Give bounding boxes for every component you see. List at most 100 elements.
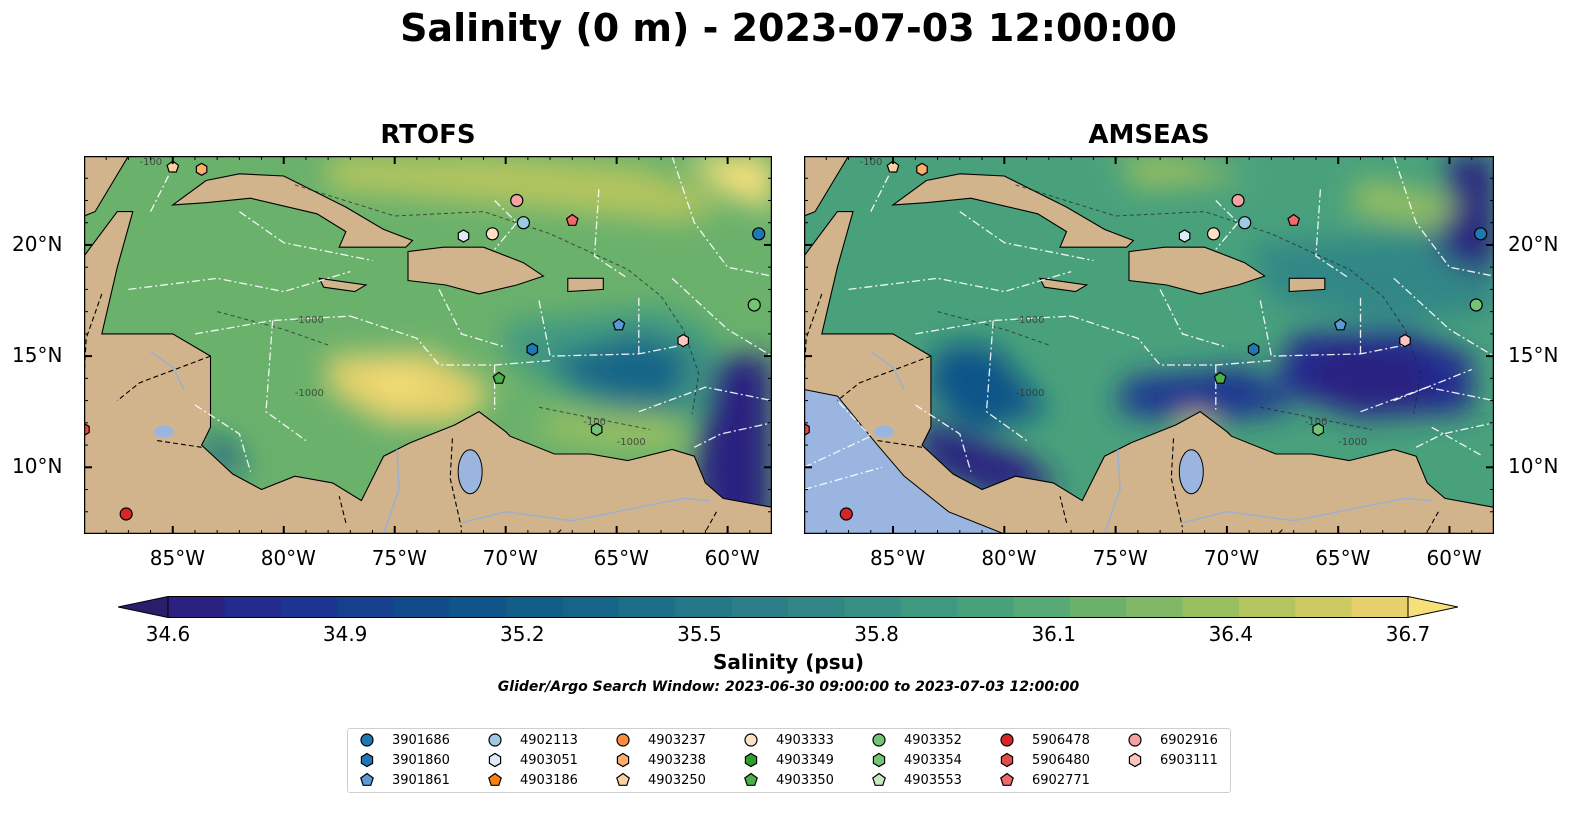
landmass	[170, 173, 414, 248]
pacific-area	[804, 388, 1005, 534]
salinity-patch	[683, 156, 772, 212]
search-window-note: Glider/Argo Search Window: 2023-06-30 09…	[497, 679, 1080, 695]
map-frame	[84, 156, 772, 534]
lake-nicaragua	[153, 425, 174, 438]
colorbar-extend-high	[1407, 596, 1458, 618]
legend-entry-5906480: 5906480	[998, 750, 1090, 770]
isobath-label: -1000	[617, 437, 646, 448]
country-border	[449, 438, 462, 528]
country-border	[837, 355, 932, 402]
float-marker-3901686	[1474, 227, 1488, 241]
salinity-patch	[1349, 178, 1461, 228]
landmass	[318, 277, 368, 293]
float-marker-3901861	[612, 318, 626, 331]
lon-tick-label: 70°W	[1203, 546, 1260, 570]
landmass	[567, 277, 604, 293]
salinity-patch	[1438, 156, 1494, 279]
lake-maracaibo	[457, 449, 483, 495]
float-marker-6902771	[1287, 213, 1301, 226]
eez-boundary	[1415, 422, 1494, 448]
circle-marker-icon	[1000, 733, 1014, 747]
lon-tick-label: 80°W	[981, 546, 1037, 570]
salinity-patch	[328, 156, 728, 223]
panel-title-amseas: AMSEAS	[1088, 120, 1210, 150]
eez-boundary	[1393, 277, 1494, 357]
hexagon-marker-icon	[616, 752, 630, 768]
float-marker-5906478	[839, 507, 853, 521]
colorbar-tick-label: 35.8	[854, 622, 899, 646]
salinity-patch	[1115, 156, 1250, 190]
pentagon-marker-icon	[1000, 772, 1014, 786]
legend-entry-6903111: 6903111	[1126, 750, 1218, 770]
lat-tick-label: 10°N	[1508, 454, 1559, 479]
colorbar-segment	[1238, 596, 1296, 618]
lon-tick-label: 75°W	[371, 546, 427, 570]
isobath-contour	[937, 311, 1049, 346]
lon-tick-label: 60°W	[704, 546, 760, 570]
legend-label: 4903350	[776, 772, 834, 788]
river	[1103, 449, 1121, 534]
circle-marker-icon	[616, 733, 630, 747]
eez-boundary	[593, 189, 629, 279]
float-marker-4902113	[1238, 216, 1252, 230]
legend-entry-4903051: 4903051	[486, 750, 578, 770]
colorbar	[118, 596, 1458, 618]
hexagon-marker-icon	[1000, 752, 1014, 768]
colorbar-tick-label: 36.4	[1208, 622, 1254, 646]
landmass	[804, 156, 850, 217]
float-marker-6902771	[565, 213, 579, 226]
landmass	[891, 173, 1135, 248]
river	[870, 351, 905, 390]
circle-marker-icon	[360, 733, 374, 747]
colorbar-segment	[618, 596, 676, 618]
lat-tick-label: 15°N	[12, 343, 63, 368]
legend-label: 5906478	[1032, 732, 1090, 748]
eez-boundary	[350, 315, 551, 366]
landmass	[1038, 277, 1089, 293]
panel-title-rtofs: RTOFS	[380, 120, 476, 150]
eez-boundary	[1393, 368, 1472, 402]
tick-marks	[804, 156, 1494, 534]
eez-boundary	[804, 466, 883, 491]
colorbar-segment	[280, 596, 338, 618]
legend-label: 4902113	[520, 732, 578, 748]
colorbar-segment	[393, 596, 451, 618]
float-marker-6903111	[677, 333, 690, 348]
river	[382, 449, 400, 534]
legend-entry-4903333: 4903333	[742, 730, 834, 750]
lon-tick-label: 70°W	[482, 546, 538, 570]
colorbar-segment	[1069, 596, 1127, 618]
legend-label: 4903354	[904, 752, 962, 768]
lon-tick-label: 85°W	[870, 546, 926, 570]
hexagon-marker-icon	[488, 752, 502, 768]
lat-tick-label: 15°N	[1508, 343, 1559, 368]
salinity-patch	[1304, 347, 1428, 408]
float-marker-3901686	[752, 227, 766, 241]
legend-entry-4903553: 4903553	[870, 770, 962, 790]
colorbar-segment	[675, 596, 733, 618]
salinity-patch	[195, 433, 251, 477]
legend-entry-3901686: 3901686	[358, 730, 450, 750]
legend-entry-6902771: 6902771	[998, 770, 1090, 790]
eez-boundary	[438, 289, 506, 348]
lake-nicaragua	[874, 425, 895, 438]
map-frame	[804, 156, 1494, 534]
float-marker-4903051	[1178, 229, 1191, 243]
eez-boundary	[671, 156, 772, 277]
lake-maracaibo	[1178, 449, 1204, 495]
colorbar-tick-label: 34.9	[322, 622, 368, 646]
lat-tick-label: 10°N	[12, 454, 63, 479]
country-border	[338, 496, 347, 524]
float-marker-4903354	[1312, 422, 1325, 437]
landmass	[407, 246, 545, 295]
eez-boundary	[671, 277, 772, 357]
isobath-contour	[217, 311, 329, 346]
landmass	[84, 211, 772, 534]
float-marker-5906478	[119, 507, 133, 521]
eez-boundary	[1315, 189, 1350, 279]
colorbar-segment	[1013, 596, 1071, 618]
legend-label: 4903553	[904, 772, 962, 788]
float-marker-3901860	[526, 342, 539, 357]
legend-label: 3901861	[392, 772, 450, 788]
isobath-label: -1000	[295, 388, 324, 399]
